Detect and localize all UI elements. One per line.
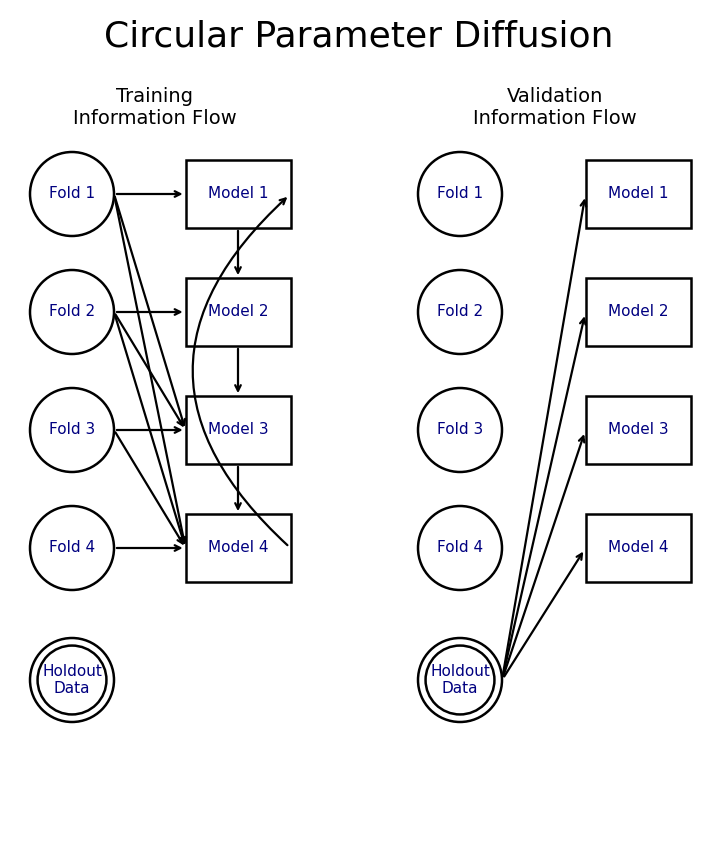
Circle shape xyxy=(418,638,502,722)
Bar xyxy=(585,514,691,582)
Text: Circular Parameter Diffusion: Circular Parameter Diffusion xyxy=(104,20,614,54)
Text: Fold 4: Fold 4 xyxy=(437,541,483,556)
Text: Model 4: Model 4 xyxy=(607,541,668,556)
Text: Model 4: Model 4 xyxy=(208,541,269,556)
Circle shape xyxy=(30,638,114,722)
Text: Fold 2: Fold 2 xyxy=(49,305,95,319)
Bar xyxy=(585,396,691,464)
Text: Validation
Information Flow: Validation Information Flow xyxy=(473,87,637,127)
Text: Training
Information Flow: Training Information Flow xyxy=(73,87,237,127)
Text: Fold 3: Fold 3 xyxy=(49,423,95,438)
Text: Holdout
Data: Holdout Data xyxy=(42,663,102,696)
Circle shape xyxy=(418,152,502,236)
Bar xyxy=(585,160,691,228)
Circle shape xyxy=(418,388,502,472)
Text: Fold 2: Fold 2 xyxy=(437,305,483,319)
Text: Model 1: Model 1 xyxy=(607,186,668,201)
Text: Fold 1: Fold 1 xyxy=(437,186,483,201)
Circle shape xyxy=(30,152,114,236)
Circle shape xyxy=(30,388,114,472)
Circle shape xyxy=(418,270,502,354)
Text: Model 3: Model 3 xyxy=(208,423,269,438)
Text: Model 2: Model 2 xyxy=(208,305,269,319)
Bar xyxy=(185,278,291,346)
Circle shape xyxy=(30,270,114,354)
Text: Holdout
Data: Holdout Data xyxy=(430,663,490,696)
Circle shape xyxy=(418,506,502,590)
Text: Model 2: Model 2 xyxy=(607,305,668,319)
Circle shape xyxy=(30,506,114,590)
Text: Model 1: Model 1 xyxy=(208,186,269,201)
Bar xyxy=(185,396,291,464)
Bar xyxy=(185,514,291,582)
Text: Fold 4: Fold 4 xyxy=(49,541,95,556)
Bar xyxy=(185,160,291,228)
Text: Model 3: Model 3 xyxy=(607,423,668,438)
Text: Fold 3: Fold 3 xyxy=(437,423,483,438)
Text: Fold 1: Fold 1 xyxy=(49,186,95,201)
Bar xyxy=(585,278,691,346)
